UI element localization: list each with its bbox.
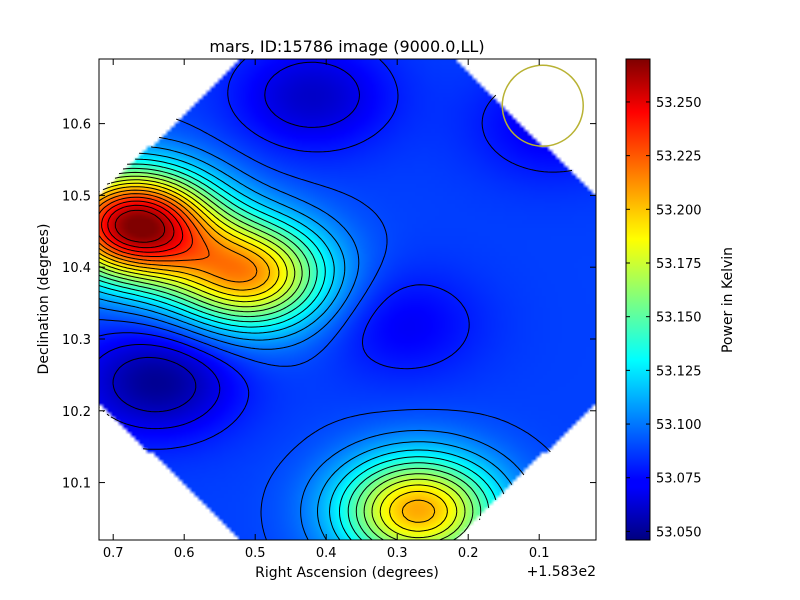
- contour-line: [114, 209, 166, 243]
- colorbar-label: Power in Kelvin: [720, 247, 736, 353]
- colorbar-tick-label: 53.100: [656, 418, 702, 433]
- contour-line: [99, 59, 573, 450]
- contour-line: [99, 136, 525, 540]
- contour-line: [99, 171, 474, 540]
- contour-line: [99, 158, 497, 540]
- heatmap-image: [99, 59, 596, 540]
- contour-line: [99, 146, 513, 540]
- plot-frame: [98, 58, 597, 541]
- contour-line: [99, 179, 458, 539]
- y-tick-label: 10.3: [62, 333, 91, 348]
- x-axis-label: Right Ascension (degrees): [255, 565, 439, 581]
- contour-line: [99, 167, 482, 540]
- x-tick-label: 0.1: [529, 546, 550, 561]
- colorbar-tick-label: 53.075: [656, 472, 702, 487]
- x-tick-label: 0.7: [103, 546, 124, 561]
- colorbar-tick-label: 53.200: [656, 203, 702, 218]
- x-tick-label: 0.2: [458, 546, 479, 561]
- y-tick-label: 10.2: [62, 405, 91, 420]
- chart-title: mars, ID:15786 image (9000.0,LL): [209, 37, 484, 56]
- contour-line: [99, 182, 448, 532]
- contour-line: [112, 356, 197, 413]
- colorbar: [625, 58, 651, 541]
- contour-line: [99, 193, 210, 262]
- x-axis-offset: +1.583e2: [527, 564, 596, 580]
- contour-line: [99, 118, 551, 540]
- colorbar-tick-label: 53.050: [656, 525, 702, 540]
- y-tick-label: 10.1: [62, 477, 91, 492]
- colorbar-tick-label: 53.150: [656, 311, 702, 326]
- x-tick-label: 0.3: [387, 546, 408, 561]
- x-tick-label: 0.5: [245, 546, 266, 561]
- colorbar-ticks: 53.050 53.075 53.100 53.125 53.150 53.175 53.2…: [626, 96, 702, 540]
- y-axis: 10.1 10.2 10.3 10.4 10.5 10.6: [62, 118, 596, 492]
- contour-line: [99, 189, 258, 283]
- x-axis: 0.7 0.6 0.5 0.4 0.3 0.2 0.1: [103, 59, 550, 561]
- y-tick-label: 10.6: [62, 118, 91, 133]
- colorbar-tick-label: 53.125: [656, 364, 702, 379]
- y-axis-label: Declination (degrees): [36, 224, 52, 375]
- colorbar-tick-label: 53.250: [656, 96, 702, 111]
- contour-line: [99, 175, 466, 540]
- y-tick-label: 10.5: [62, 189, 91, 204]
- contour-line: [99, 163, 490, 540]
- contour-line: [99, 196, 193, 257]
- beam-circle: [501, 64, 584, 147]
- colorbar-tick-label: 53.175: [656, 257, 702, 272]
- x-tick-label: 0.4: [316, 546, 337, 561]
- y-tick-label: 10.4: [62, 261, 91, 276]
- x-tick-label: 0.6: [174, 546, 195, 561]
- contour-lines: [99, 59, 573, 540]
- contour-line: [99, 186, 436, 523]
- contour-line: [107, 204, 175, 249]
- contour-line: [99, 152, 505, 540]
- contour-line: [101, 200, 184, 253]
- colorbar-tick-label: 53.225: [656, 150, 702, 165]
